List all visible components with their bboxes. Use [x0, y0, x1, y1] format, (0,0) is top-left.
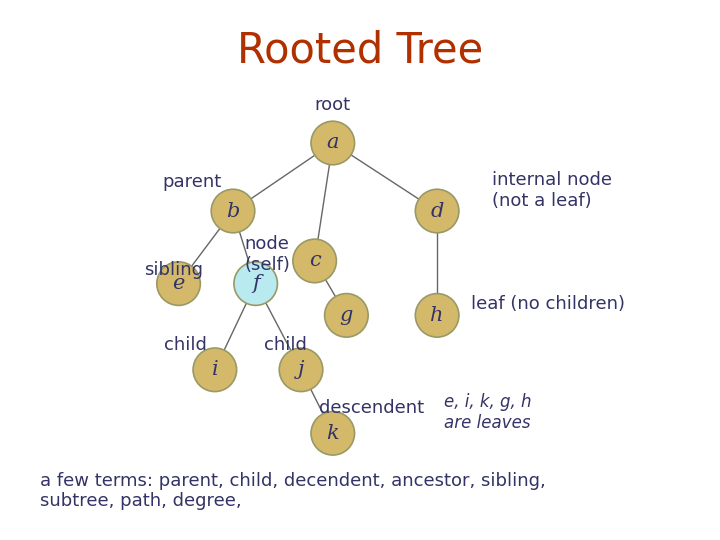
Text: k: k — [326, 424, 339, 443]
Circle shape — [415, 189, 459, 233]
Text: e: e — [172, 274, 185, 293]
Text: leaf (no children): leaf (no children) — [471, 295, 625, 313]
Text: g: g — [340, 306, 353, 325]
Circle shape — [325, 294, 368, 337]
Text: i: i — [212, 360, 218, 379]
Text: Rooted Tree: Rooted Tree — [237, 30, 483, 72]
Circle shape — [311, 121, 354, 165]
Text: c: c — [309, 252, 320, 271]
Circle shape — [234, 262, 277, 306]
Text: d: d — [431, 201, 444, 220]
Text: parent: parent — [163, 173, 222, 191]
Text: sibling: sibling — [145, 261, 204, 279]
Text: b: b — [226, 201, 240, 220]
Text: a: a — [327, 133, 339, 152]
Circle shape — [193, 348, 237, 392]
Text: descendent: descendent — [319, 400, 424, 417]
Text: internal node
(not a leaf): internal node (not a leaf) — [492, 171, 611, 210]
Text: child: child — [164, 336, 207, 354]
Text: child: child — [264, 336, 307, 354]
Circle shape — [311, 411, 354, 455]
Circle shape — [415, 294, 459, 337]
Text: j: j — [298, 360, 305, 379]
Text: root: root — [315, 96, 351, 113]
Text: h: h — [431, 306, 444, 325]
Circle shape — [211, 189, 255, 233]
Circle shape — [293, 239, 336, 283]
Circle shape — [157, 262, 200, 306]
Text: node
(self): node (self) — [244, 235, 290, 274]
Circle shape — [279, 348, 323, 392]
Text: e, i, k, g, h
are leaves: e, i, k, g, h are leaves — [444, 394, 531, 433]
Text: f: f — [252, 274, 259, 293]
Text: a few terms: parent, child, decendent, ancestor, sibling,
subtree, path, degree,: a few terms: parent, child, decendent, a… — [40, 471, 545, 510]
